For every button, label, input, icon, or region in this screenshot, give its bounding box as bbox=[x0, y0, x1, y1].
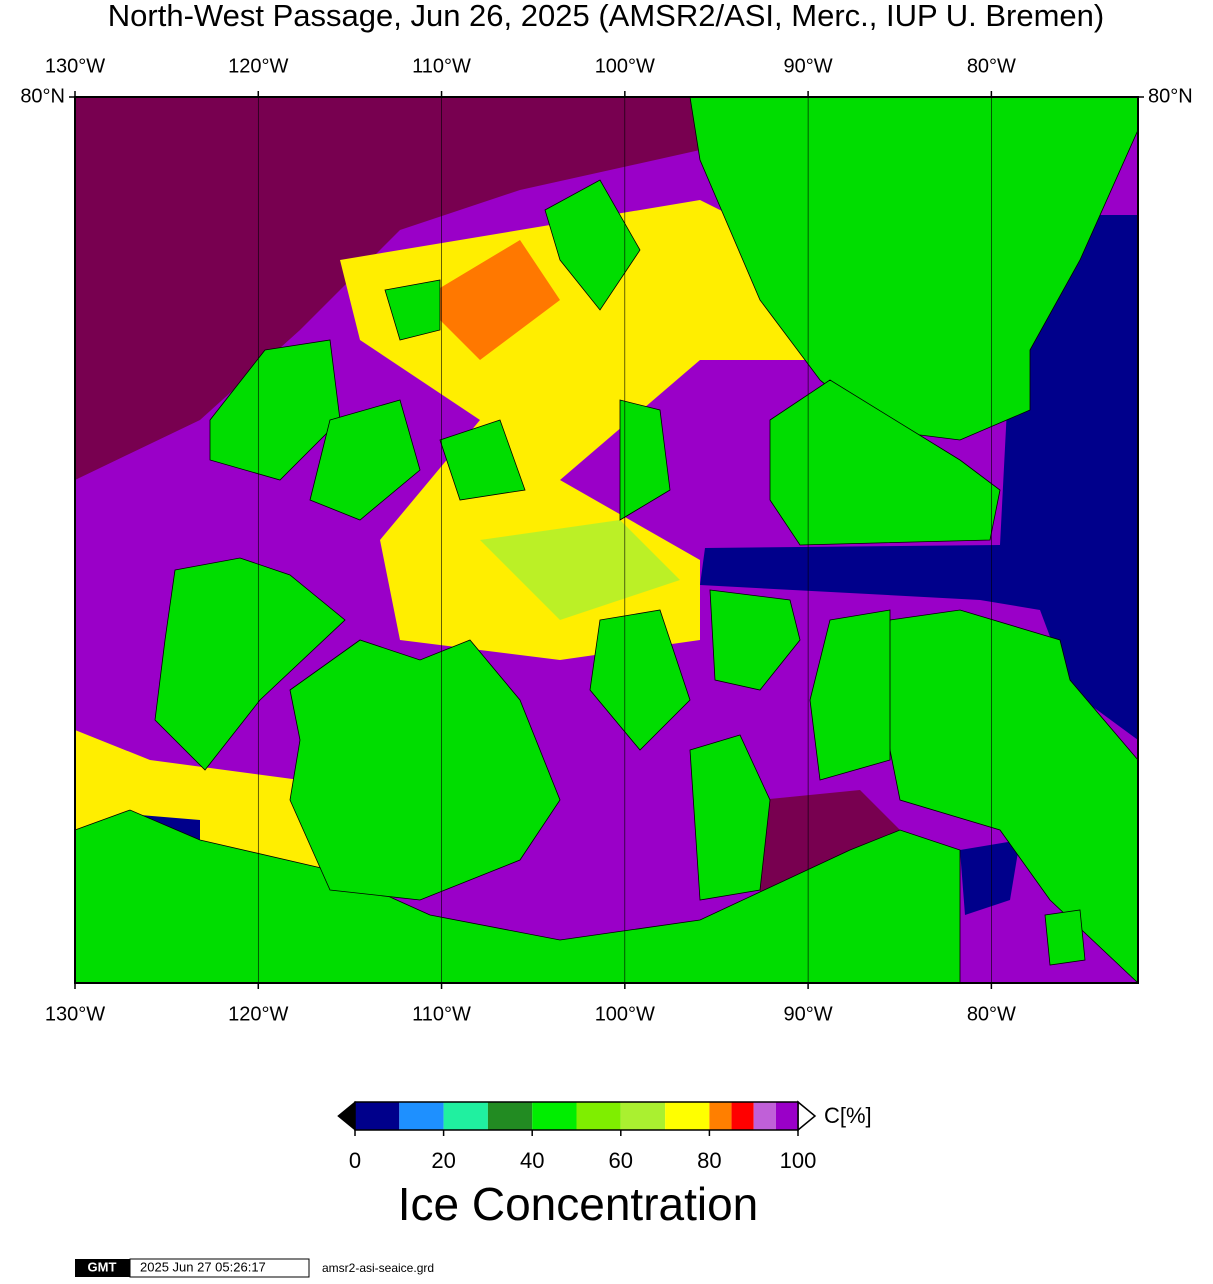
lon-label: 110°W bbox=[412, 55, 471, 77]
colorbar-tick-label: 20 bbox=[431, 1148, 455, 1173]
logo: GMT bbox=[88, 1259, 117, 1274]
land bbox=[809, 609, 891, 781]
colorbar-segment bbox=[620, 1102, 666, 1130]
logo-box bbox=[75, 1259, 130, 1277]
open-water bbox=[960, 840, 1020, 915]
lon-label: 110°W bbox=[412, 1003, 471, 1025]
colorbar-segment bbox=[709, 1102, 732, 1130]
lon-label: 100°W bbox=[595, 55, 655, 77]
map: 130°W 130°W 120°W 120°W 110°W 110°W 100°W 100°W… bbox=[20, 55, 1192, 1025]
colorbar-frame bbox=[354, 1101, 799, 1131]
land bbox=[544, 179, 641, 311]
colorbar-tick-label: 60 bbox=[609, 1148, 633, 1173]
lon-label: 80°W bbox=[967, 1003, 1016, 1025]
land bbox=[689, 734, 771, 901]
lat-label: 80°N bbox=[1148, 85, 1193, 107]
colorbar-under-arrow bbox=[337, 1100, 356, 1132]
colorbar-segment bbox=[753, 1102, 776, 1130]
lon-label: 80°W bbox=[967, 55, 1016, 77]
land bbox=[1044, 909, 1086, 966]
colorbar-segment bbox=[532, 1102, 577, 1130]
high-ice-region bbox=[75, 97, 700, 480]
lon-label: 90°W bbox=[784, 55, 833, 77]
timestamp-box bbox=[129, 1258, 310, 1278]
land bbox=[289, 639, 561, 901]
lon-label: 120°W bbox=[228, 55, 288, 77]
land bbox=[619, 399, 671, 521]
colorbar-tick-label: 100 bbox=[780, 1148, 817, 1173]
ice-patch bbox=[420, 240, 560, 360]
land bbox=[309, 399, 421, 521]
lat-label: 80°N bbox=[20, 85, 65, 107]
colorbar-segment bbox=[487, 1102, 533, 1130]
colorbar-segment bbox=[576, 1102, 621, 1130]
title: North-West Passage, Jun 26, 2025 (AMSR2/… bbox=[108, 0, 1104, 33]
land bbox=[209, 339, 341, 481]
timestamp: 2025 Jun 27 05:26:17 bbox=[140, 1259, 266, 1274]
land bbox=[769, 379, 1001, 546]
colorbar-segment bbox=[665, 1102, 710, 1130]
file-name: amsr2-asi-seaice.grd bbox=[322, 1261, 434, 1275]
lon-label: 130°W bbox=[45, 55, 105, 77]
colorbar-over-arrow bbox=[797, 1100, 817, 1132]
colorbar-segment bbox=[399, 1102, 444, 1130]
colorbar-segment bbox=[355, 1102, 400, 1130]
lon-label: 120°W bbox=[228, 1003, 288, 1025]
colorbar-tick-label: 40 bbox=[520, 1148, 544, 1173]
lon-label: 130°W bbox=[45, 1003, 105, 1025]
colorbar-tick-label: 0 bbox=[349, 1148, 361, 1173]
colorbar-segment bbox=[731, 1102, 754, 1130]
land bbox=[709, 589, 801, 691]
colorbar-title: Ice Concentration bbox=[398, 1178, 759, 1230]
colorbar: C[%] Ice Concentration 0 20 40 60 80 100 bbox=[337, 1100, 872, 1230]
lon-label: 90°W bbox=[784, 1003, 833, 1025]
footer: GMT 2025 Jun 27 05:26:17 amsr2-asi-seaic… bbox=[75, 1258, 434, 1278]
lon-label: 100°W bbox=[595, 1003, 655, 1025]
land bbox=[439, 419, 526, 501]
ice-patch bbox=[480, 520, 680, 620]
land bbox=[154, 557, 346, 771]
land bbox=[589, 609, 691, 751]
colorbar-unit: C[%] bbox=[824, 1103, 872, 1128]
colorbar-segment bbox=[443, 1102, 488, 1130]
colorbar-tick-label: 80 bbox=[697, 1148, 721, 1173]
colorbar-segment bbox=[775, 1102, 798, 1130]
map-frame bbox=[74, 96, 1139, 984]
land bbox=[384, 279, 441, 341]
